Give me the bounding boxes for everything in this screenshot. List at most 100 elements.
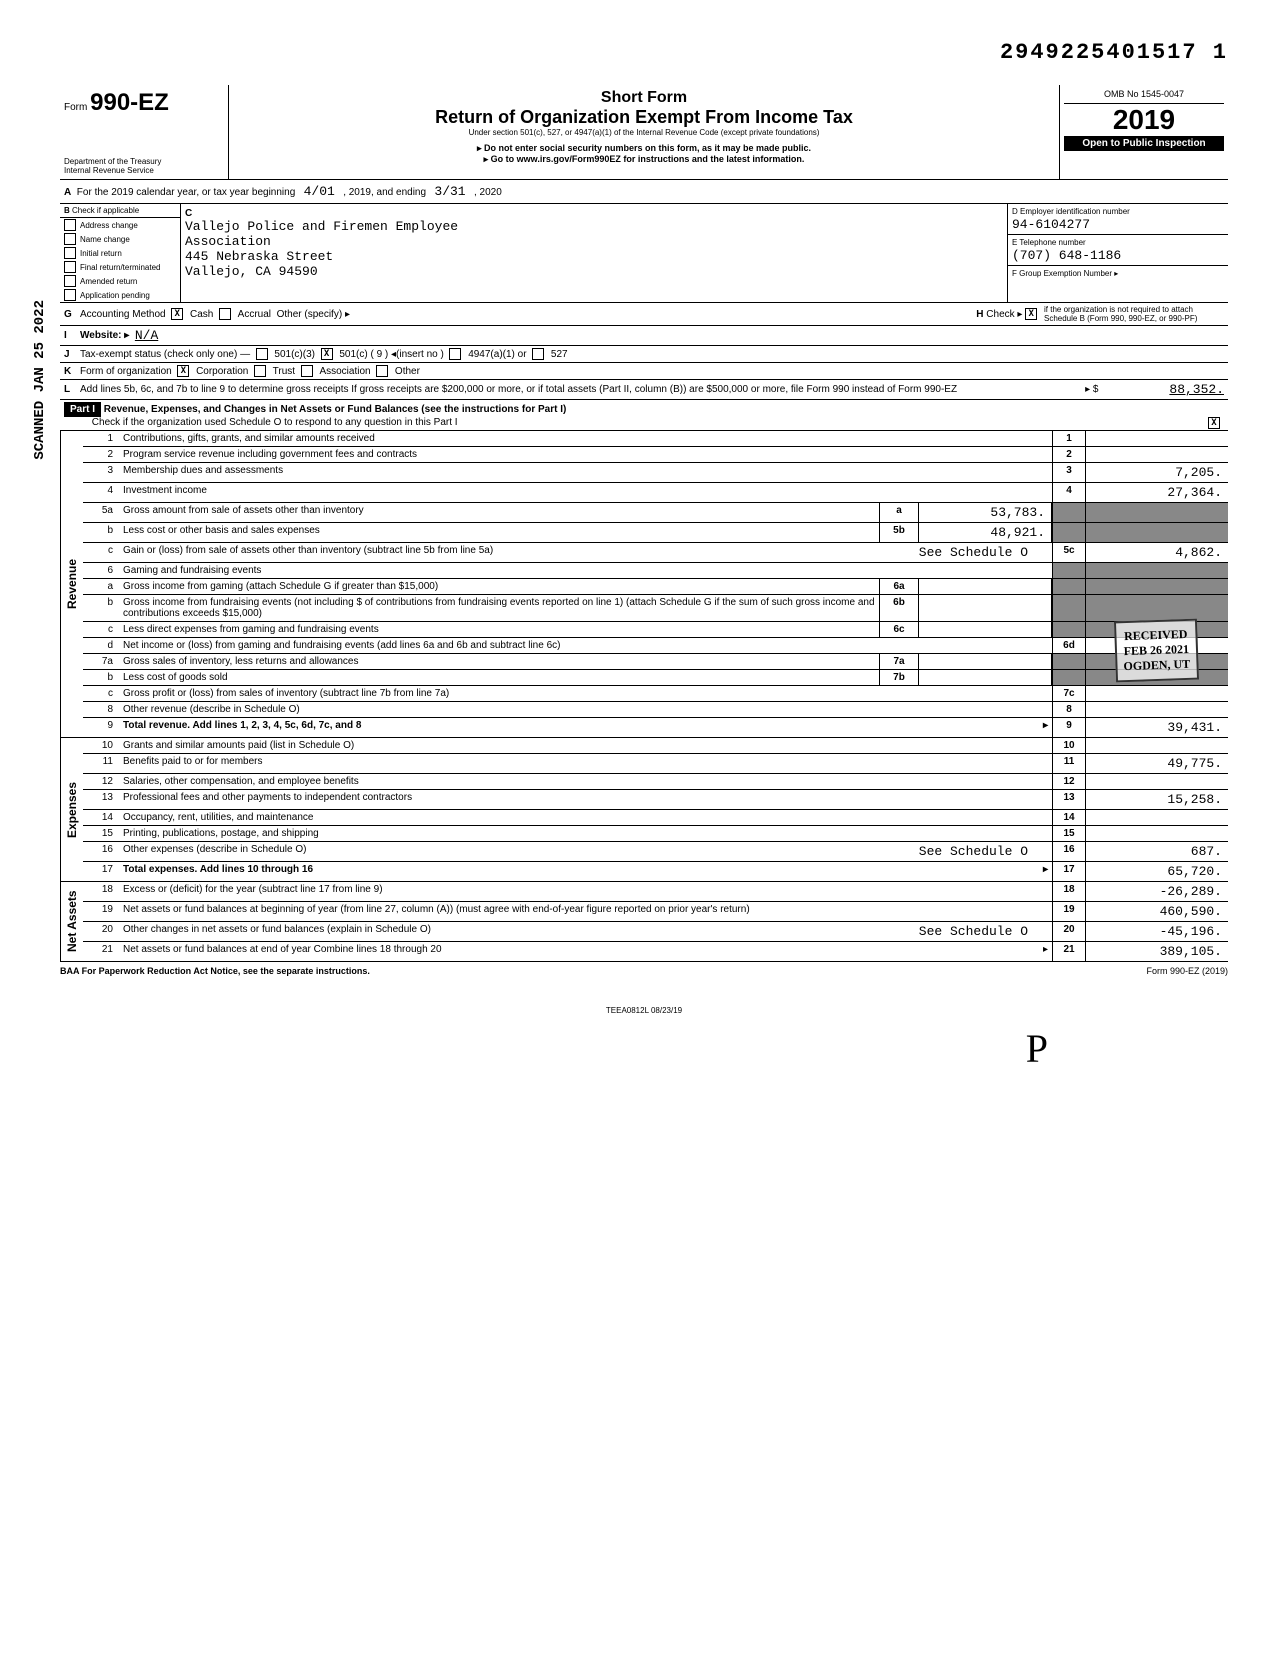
chk-final[interactable]	[64, 261, 76, 273]
line-box: 18	[1052, 882, 1085, 901]
footer-left: BAA For Paperwork Reduction Act Notice, …	[60, 966, 370, 976]
begin-date: 4/01	[304, 184, 335, 199]
revenue-side-label: Revenue	[60, 431, 83, 737]
netassets-side-label: Net Assets	[60, 882, 83, 961]
line-desc: Gross amount from sale of assets other t…	[119, 503, 879, 522]
line-box: 17	[1052, 862, 1085, 881]
line-number: a	[83, 579, 119, 594]
shaded-amount	[1085, 563, 1228, 578]
chk-amended[interactable]	[64, 275, 76, 287]
501c3-label: 501(c)(3)	[274, 349, 315, 360]
corp-label: Corporation	[196, 366, 248, 377]
amount	[1085, 431, 1228, 446]
shaded-amount	[1085, 579, 1228, 594]
box-b: B Check if applicable Address change Nam…	[60, 204, 181, 302]
other-method: Other (specify) ▸	[277, 309, 350, 320]
amount: -26,289.	[1085, 882, 1228, 901]
mid-label: 7b	[879, 670, 918, 685]
data-row: 13Professional fees and other payments t…	[83, 790, 1228, 810]
data-row: 6Gaming and fundraising events	[83, 563, 1228, 579]
line-number: c	[83, 686, 119, 701]
subtitle-1: Under section 501(c), 527, or 4947(a)(1)…	[233, 128, 1055, 137]
data-row: 2Program service revenue including gover…	[83, 447, 1228, 463]
line-box: 4	[1052, 483, 1085, 502]
cash-label: Cash	[190, 309, 213, 320]
amount: -45,196.	[1085, 922, 1228, 941]
line-desc: Total expenses. Add lines 10 through 16▸	[119, 862, 1052, 881]
shaded-box	[1052, 563, 1085, 578]
data-row: 15Printing, publications, postage, and s…	[83, 826, 1228, 842]
amount	[1085, 447, 1228, 462]
line-a-mid: , 2019, and ending	[343, 187, 426, 198]
line-box: 10	[1052, 738, 1085, 753]
data-row: aGross income from gaming (attach Schedu…	[83, 579, 1228, 595]
org-addr-2: Vallejo, CA 94590	[185, 264, 318, 279]
line-desc: Gross sales of inventory, less returns a…	[119, 654, 879, 669]
line-box: 20	[1052, 922, 1085, 941]
data-row: 1Contributions, gifts, grants, and simil…	[83, 431, 1228, 447]
mid-label: 6a	[879, 579, 918, 594]
amount	[1085, 810, 1228, 825]
chk-accrual[interactable]	[219, 308, 231, 320]
line-desc: Less cost of goods sold	[119, 670, 879, 685]
line-desc: Net assets or fund balances at beginning…	[119, 902, 1052, 921]
mid-label: 6b	[879, 595, 918, 621]
line-number: 4	[83, 483, 119, 502]
line-a-text: For the 2019 calendar year, or tax year …	[77, 187, 295, 198]
website-value: N/A	[135, 328, 158, 343]
line-desc: Excess or (deficit) for the year (subtra…	[119, 882, 1052, 901]
amount: 460,590.	[1085, 902, 1228, 921]
chk-name[interactable]	[64, 233, 76, 245]
label-g: G	[64, 309, 80, 320]
line-desc: Contributions, gifts, grants, and simila…	[119, 431, 1052, 446]
line-desc: Net assets or fund balances at end of ye…	[119, 942, 1052, 961]
shaded-amount	[1085, 595, 1228, 621]
phone-label: E Telephone number	[1012, 238, 1086, 247]
line-desc: Gross income from gaming (attach Schedul…	[119, 579, 879, 594]
data-row: bGross income from fundraising events (n…	[83, 595, 1228, 622]
chk-501c3[interactable]	[256, 348, 268, 360]
chk-4947[interactable]	[449, 348, 461, 360]
line-desc: Occupancy, rent, utilities, and maintena…	[119, 810, 1052, 825]
line-box: 3	[1052, 463, 1085, 482]
chk-corp[interactable]: X	[177, 365, 189, 377]
data-row: 7aGross sales of inventory, less returns…	[83, 654, 1228, 670]
line-number: 14	[83, 810, 119, 825]
accrual-label: Accrual	[238, 309, 271, 320]
arrow-icon: ▸	[1043, 864, 1048, 875]
mid-label: a	[879, 503, 918, 522]
chk-pending[interactable]	[64, 289, 76, 301]
line-desc: Printing, publications, postage, and shi…	[119, 826, 1052, 841]
line-box: 14	[1052, 810, 1085, 825]
line-desc: Other revenue (describe in Schedule O)	[119, 702, 1052, 717]
chk-cash[interactable]: X	[171, 308, 183, 320]
data-row: 19Net assets or fund balances at beginni…	[83, 902, 1228, 922]
line-box: 19	[1052, 902, 1085, 921]
chk-address[interactable]	[64, 219, 76, 231]
box-b-title: Check if applicable	[72, 206, 139, 215]
chk-527[interactable]	[532, 348, 544, 360]
line-box: 13	[1052, 790, 1085, 809]
chk-other-org[interactable]	[376, 365, 388, 377]
part-1-badge: Part I	[64, 402, 101, 417]
assoc-label: Association	[319, 366, 370, 377]
received-stamp: RECEIVED FEB 26 2021 OGDEN, UT	[1114, 619, 1199, 683]
shaded-box	[1052, 503, 1085, 522]
chk-trust[interactable]	[254, 365, 266, 377]
chk-schedule-o[interactable]: X	[1208, 417, 1220, 429]
data-row: dNet income or (loss) from gaming and fu…	[83, 638, 1228, 654]
box-def: D Employer identification number94-61042…	[1007, 204, 1228, 302]
line-number: 18	[83, 882, 119, 901]
line-desc: Membership dues and assessments	[119, 463, 1052, 482]
chk-h[interactable]: X	[1025, 308, 1037, 320]
chk-assoc[interactable]	[301, 365, 313, 377]
line-desc: Less direct expenses from gaming and fun…	[119, 622, 879, 637]
line-l-text: Add lines 5b, 6c, and 7b to line 9 to de…	[80, 384, 1085, 395]
line-number: c	[83, 543, 119, 562]
scanned-stamp: SCANNED JAN 25 2022	[32, 300, 48, 460]
chk-initial[interactable]	[64, 247, 76, 259]
mid-value	[918, 654, 1052, 669]
chk-501c[interactable]: X	[321, 348, 333, 360]
mid-value	[918, 622, 1052, 637]
line-number: 7a	[83, 654, 119, 669]
